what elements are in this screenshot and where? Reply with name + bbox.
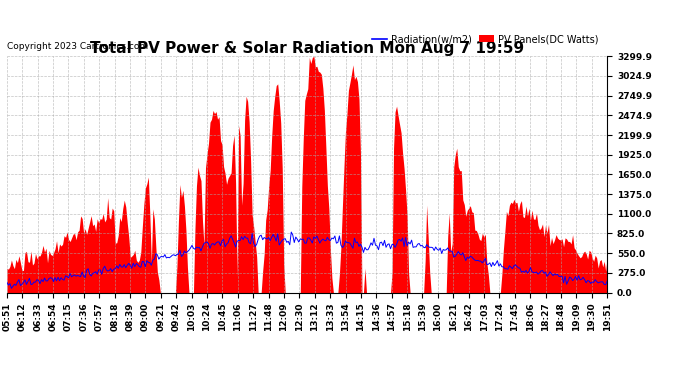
Title: Total PV Power & Solar Radiation Mon Aug 7 19:59: Total PV Power & Solar Radiation Mon Aug… [90, 41, 524, 56]
Legend: Radiation(w/m2), PV Panels(DC Watts): Radiation(w/m2), PV Panels(DC Watts) [368, 30, 602, 48]
Text: Copyright 2023 Cartronics.com: Copyright 2023 Cartronics.com [7, 42, 148, 51]
